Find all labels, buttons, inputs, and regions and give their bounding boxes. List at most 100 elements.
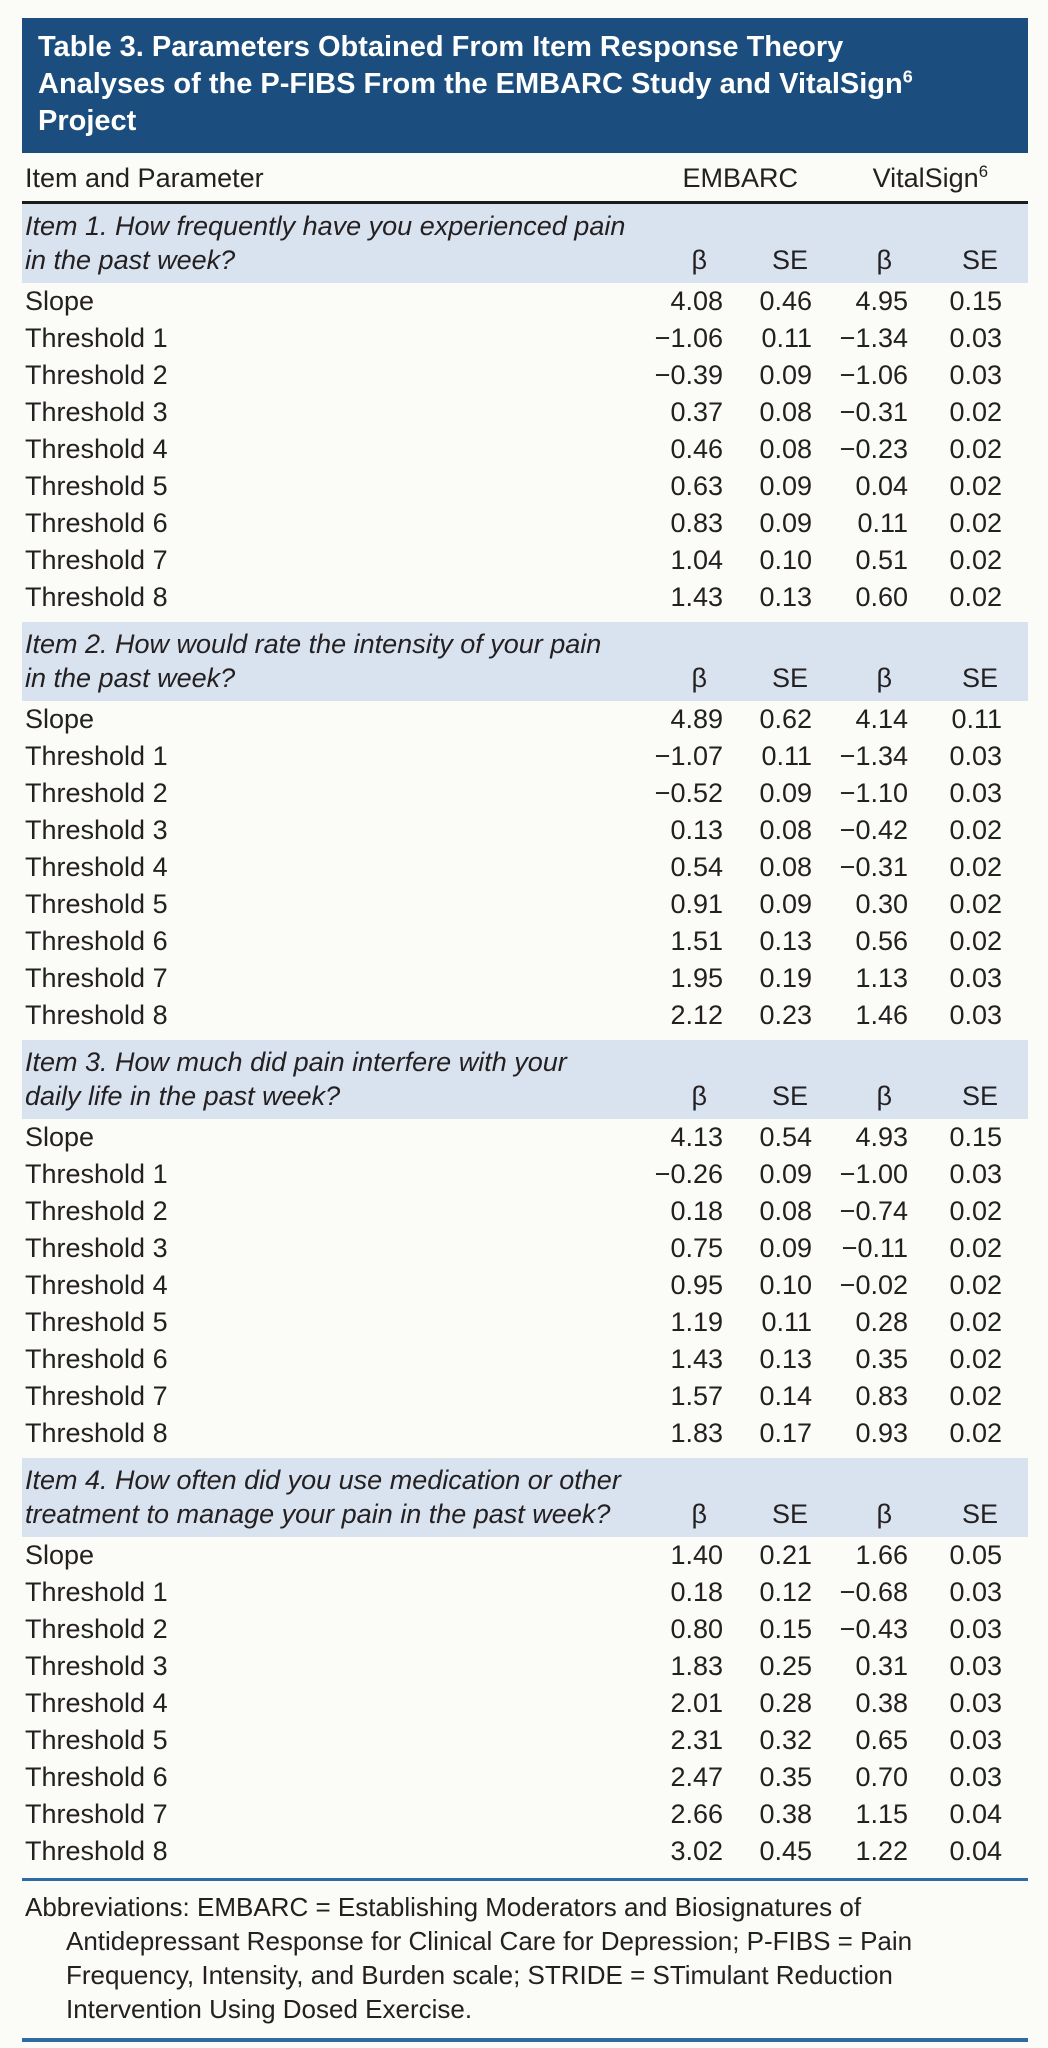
- embarc-se-value: 0.17: [759, 1418, 812, 1448]
- table-row: Threshold 8 1.83 0.17 0.93 0.02: [22, 1415, 1028, 1452]
- vitalsign-beta-value: 0.28: [855, 1307, 908, 1337]
- item-question-line2: in the past week?: [25, 663, 236, 693]
- vitalsign-beta-value: 0.65: [855, 1725, 908, 1755]
- vitalsign-se-value: 0.02: [949, 1307, 1002, 1337]
- vitalsign-beta-value: −0.31: [839, 397, 908, 427]
- embarc-se-value: 0.08: [759, 815, 812, 845]
- table-row: Threshold 7 1.95 0.19 1.13 0.03: [22, 960, 1028, 997]
- item-question-line1: Item 3. How much did pain interfere with…: [25, 1047, 567, 1077]
- table-row: Threshold 4 0.54 0.08 −0.31 0.02: [22, 849, 1028, 886]
- row-label: Threshold 7: [25, 545, 168, 575]
- vitalsign-se-value: 0.02: [949, 545, 1002, 575]
- embarc-se-value: 0.11: [761, 323, 812, 353]
- vitalsign-beta-value: −0.31: [839, 852, 908, 882]
- row-label: Threshold 6: [25, 1762, 168, 1792]
- embarc-se-value: 0.19: [759, 963, 812, 993]
- vitalsign-se-value: 0.03: [949, 1159, 1002, 1189]
- se-subheader: SE: [961, 663, 998, 693]
- vitalsign-se-value: 0.03: [949, 1614, 1002, 1644]
- se-subheader: SE: [961, 1081, 998, 1111]
- embarc-beta-value: 2.12: [670, 1000, 723, 1030]
- vitalsign-se-value: 0.03: [949, 1725, 1002, 1755]
- vitalsign-beta-value: 0.60: [855, 582, 908, 612]
- table-row: Threshold 4 2.01 0.28 0.38 0.03: [22, 1685, 1028, 1722]
- embarc-se-value: 0.32: [759, 1725, 812, 1755]
- vitalsign-se-value: 0.15: [949, 1122, 1002, 1152]
- embarc-se-value: 0.21: [759, 1540, 812, 1570]
- embarc-beta-value: −1.07: [654, 741, 723, 771]
- vitalsign-beta-value: 0.83: [855, 1381, 908, 1411]
- table-row: Threshold 3 1.83 0.25 0.31 0.03: [22, 1648, 1028, 1685]
- table-row: Threshold 8 2.12 0.23 1.46 0.03: [22, 997, 1028, 1034]
- table-row: Threshold 7 1.04 0.10 0.51 0.02: [22, 542, 1028, 579]
- vitalsign-beta-value: −1.10: [839, 778, 908, 808]
- vitalsign-se-value: 0.04: [949, 1799, 1002, 1829]
- table-row: Threshold 1 −1.07 0.11 −1.34 0.03: [22, 738, 1028, 775]
- table-row: Slope 4.08 0.46 4.95 0.15: [22, 283, 1028, 320]
- vitalsign-se-value: 0.11: [951, 704, 1002, 734]
- vitalsign-beta-value: 0.38: [855, 1688, 908, 1718]
- vitalsign-beta-value: 1.13: [855, 963, 908, 993]
- section-rows: Slope 1.40 0.21 1.66 0.05 Threshold 1 0.…: [22, 1537, 1028, 1870]
- embarc-beta-value: 0.13: [670, 815, 723, 845]
- se-subheader: SE: [771, 663, 808, 693]
- embarc-se-value: 0.10: [759, 1270, 812, 1300]
- se-subheader: SE: [771, 1081, 808, 1111]
- vitalsign-se-value: 0.02: [949, 1418, 1002, 1448]
- item-section: Item 4. How often did you use medication…: [22, 1458, 1028, 1870]
- row-label: Threshold 5: [25, 1307, 168, 1337]
- embarc-beta-value: 0.83: [670, 508, 723, 538]
- table-title: Table 3. Parameters Obtained From Item R…: [22, 18, 1028, 153]
- table-row: Threshold 6 1.43 0.13 0.35 0.02: [22, 1341, 1028, 1378]
- beta-subheader: β: [876, 1499, 892, 1529]
- row-label: Slope: [25, 1540, 95, 1570]
- beta-subheader: β: [876, 663, 892, 693]
- vitalsign-beta-value: −0.11: [841, 1233, 908, 1263]
- embarc-se-value: 0.25: [759, 1651, 812, 1681]
- table-row: Slope 1.40 0.21 1.66 0.05: [22, 1537, 1028, 1574]
- embarc-beta-value: 4.08: [670, 286, 723, 316]
- section-rows: Slope 4.89 0.62 4.14 0.11 Threshold 1 −1…: [22, 701, 1028, 1034]
- row-label: Threshold 2: [25, 778, 168, 808]
- row-label: Threshold 1: [25, 1159, 168, 1189]
- vitalsign-se-value: 0.02: [949, 471, 1002, 501]
- embarc-se-value: 0.46: [759, 286, 812, 316]
- embarc-se-value: 0.08: [759, 852, 812, 882]
- row-label: Threshold 3: [25, 815, 168, 845]
- row-label: Threshold 2: [25, 1196, 168, 1226]
- row-label: Threshold 6: [25, 926, 168, 956]
- row-label: Slope: [25, 1122, 95, 1152]
- row-label: Threshold 5: [25, 889, 168, 919]
- table-row: Threshold 7 2.66 0.38 1.15 0.04: [22, 1796, 1028, 1833]
- vitalsign-se-value: 0.02: [949, 1381, 1002, 1411]
- table-row: Threshold 6 0.83 0.09 0.11 0.02: [22, 505, 1028, 542]
- beta-subheader: β: [691, 1499, 707, 1529]
- vitalsign-beta-value: 4.93: [855, 1122, 908, 1152]
- vitalsign-beta-value: 1.66: [855, 1540, 908, 1570]
- se-subheader: SE: [771, 1499, 808, 1529]
- table-row: Threshold 5 1.19 0.11 0.28 0.02: [22, 1304, 1028, 1341]
- vitalsign-se-value: 0.02: [949, 1233, 1002, 1263]
- embarc-beta-value: 1.19: [670, 1307, 723, 1337]
- embarc-beta-value: −1.06: [654, 323, 723, 353]
- table-row: Threshold 3 0.37 0.08 −0.31 0.02: [22, 394, 1028, 431]
- row-label: Threshold 7: [25, 1381, 168, 1411]
- row-label: Threshold 4: [25, 1688, 168, 1718]
- vitalsign-se-value: 0.02: [949, 1196, 1002, 1226]
- embarc-beta-value: 2.47: [670, 1762, 723, 1792]
- vitalsign-se-value: 0.03: [949, 360, 1002, 390]
- embarc-beta-value: 0.18: [670, 1577, 723, 1607]
- table-row: Threshold 2 0.18 0.08 −0.74 0.02: [22, 1193, 1028, 1230]
- embarc-beta-value: −0.39: [654, 360, 723, 390]
- embarc-se-value: 0.13: [759, 1344, 812, 1374]
- row-label: Threshold 4: [25, 852, 168, 882]
- abbreviations-footnote: Abbreviations: EMBARC = Establishing Mod…: [25, 1892, 913, 2024]
- row-label: Threshold 2: [25, 1614, 168, 1644]
- row-label: Threshold 4: [25, 1270, 168, 1300]
- embarc-beta-value: 0.75: [670, 1233, 723, 1263]
- item-question-band: Item 2. How would rate the intensity of …: [22, 622, 1028, 701]
- item-question-line1: Item 1. How frequently have you experien…: [25, 211, 626, 241]
- row-label: Threshold 1: [25, 741, 168, 771]
- embarc-se-value: 0.09: [759, 778, 812, 808]
- embarc-se-value: 0.13: [759, 926, 812, 956]
